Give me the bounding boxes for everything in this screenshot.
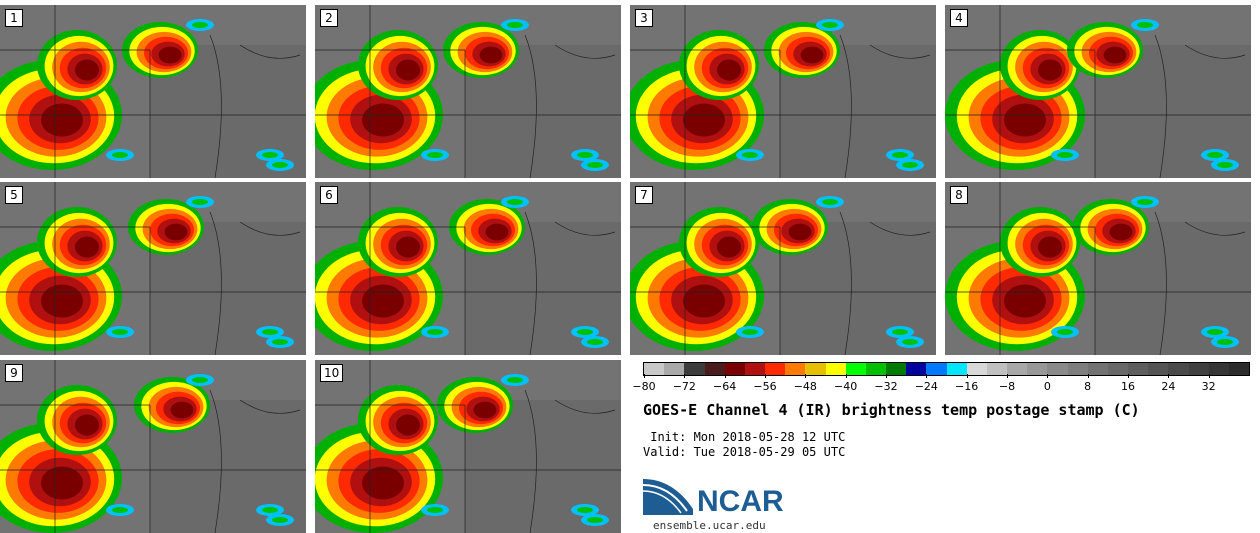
colorbar-tick — [1128, 374, 1129, 378]
colorbar-tick — [724, 374, 726, 378]
satellite-map — [0, 182, 306, 355]
satellite-map — [315, 5, 621, 178]
satellite-map — [0, 5, 306, 178]
postage-stamp-panel-6: 6 — [315, 182, 621, 355]
colorbar-tick-label: 16 — [1121, 380, 1135, 393]
panel-number: 9 — [5, 364, 23, 382]
satellite-map — [630, 5, 936, 178]
satellite-map — [945, 5, 1251, 178]
colorbar-tick — [1208, 374, 1210, 378]
colorbar-tick — [1007, 374, 1008, 378]
colorbar-segment — [1067, 363, 1088, 375]
panel-number: 8 — [950, 186, 968, 204]
colorbar-tick — [886, 374, 887, 378]
ncar-logo-icon — [643, 479, 693, 515]
colorbar-segment — [1168, 363, 1189, 375]
colorbar-tick-label: 0 — [1043, 380, 1051, 393]
panel-number: 1 — [5, 9, 23, 27]
colorbar-segment — [1107, 363, 1129, 375]
postage-stamp-panel-3: 3 — [630, 5, 936, 178]
postage-stamp-panel-7: 7 — [630, 182, 936, 355]
postage-stamp-panel-1: 1 — [0, 5, 306, 178]
colorbar-segment — [906, 363, 927, 375]
colorbar-tick-label: 32 — [1201, 380, 1216, 393]
colorbar-tick — [926, 374, 928, 378]
colorbar-segment — [1228, 363, 1250, 375]
colorbar-segment — [1188, 363, 1209, 375]
colorbar-segment — [825, 363, 846, 375]
init-time: Init: Mon 2018-05-28 12 UTC — [643, 430, 846, 444]
colorbar-segment — [644, 363, 665, 375]
postage-stamp-panel-5: 5 — [0, 182, 306, 355]
panel-number: 6 — [320, 186, 338, 204]
logo-url: ensemble.ucar.edu — [653, 519, 766, 532]
colorbar-segment — [744, 363, 766, 375]
colorbar-tick — [684, 374, 686, 378]
satellite-map — [0, 360, 306, 533]
colorbar-tick-label: −32 — [874, 380, 898, 393]
postage-stamp-panel-2: 2 — [315, 5, 621, 178]
colorbar-segment — [664, 363, 685, 375]
panel-number: 7 — [635, 186, 653, 204]
colorbar-tick-label: −8 — [998, 380, 1016, 393]
colorbar-tick — [1047, 374, 1049, 378]
colorbar-segment — [946, 363, 967, 375]
colorbar-segment — [1208, 363, 1229, 375]
colorbar-tick-label: −80 — [632, 380, 656, 393]
colorbar-tick-label: −16 — [955, 380, 979, 393]
colorbar-tick — [966, 374, 968, 378]
colorbar-segment — [865, 363, 887, 375]
postage-stamp-panel-8: 8 — [945, 182, 1251, 355]
figure-title: GOES-E Channel 4 (IR) brightness temp po… — [643, 401, 1140, 419]
colorbar-segment — [785, 363, 806, 375]
colorbar-segment — [684, 363, 705, 375]
postage-stamp-panel-9: 9 — [0, 360, 306, 533]
colorbar-segment — [845, 363, 866, 375]
colorbar-tick — [644, 374, 645, 378]
panel-number: 3 — [635, 9, 653, 27]
colorbar-segment — [1027, 363, 1048, 375]
colorbar-segment — [1087, 363, 1108, 375]
colorbar-tick-label: −24 — [914, 380, 938, 393]
colorbar-tick — [845, 374, 847, 378]
colorbar-tick — [805, 374, 807, 378]
colorbar-tick-label: 8 — [1084, 380, 1092, 393]
colorbar-segment — [1128, 363, 1149, 375]
postage-stamp-panel-4: 4 — [945, 5, 1251, 178]
colorbar-tick-label: −72 — [672, 380, 696, 393]
colorbar-tick-label: 24 — [1161, 380, 1176, 393]
colorbar-segment — [926, 363, 947, 375]
panel-number: 4 — [950, 9, 968, 27]
postage-stamp-panel-10: 10 — [315, 360, 621, 533]
colorbar-tick-label: −48 — [793, 380, 817, 393]
colorbar-segment — [724, 363, 745, 375]
satellite-map — [315, 182, 621, 355]
colorbar-segment — [704, 363, 725, 375]
logo-text: NCAR — [697, 485, 784, 518]
valid-time: Valid: Tue 2018-05-29 05 UTC — [643, 445, 846, 459]
colorbar-segment — [1047, 363, 1068, 375]
satellite-map — [630, 182, 936, 355]
panel-number: 10 — [320, 364, 344, 382]
colorbar-segment — [1007, 363, 1028, 375]
temperature-colorbar — [643, 362, 1250, 376]
panel-number: 2 — [320, 9, 338, 27]
satellite-map — [315, 360, 621, 533]
colorbar-tick — [1087, 374, 1089, 378]
colorbar-segment — [1148, 363, 1169, 375]
colorbar-tick-label: −64 — [713, 380, 737, 393]
colorbar-segment — [986, 363, 1008, 375]
colorbar-segment — [805, 363, 826, 375]
colorbar-tick-label: −40 — [834, 380, 858, 393]
colorbar-segment — [765, 363, 786, 375]
panel-number: 5 — [5, 186, 23, 204]
satellite-map — [945, 182, 1251, 355]
colorbar-segment — [966, 363, 987, 375]
colorbar-tick-label: −56 — [753, 380, 777, 393]
colorbar-tick — [1168, 374, 1170, 378]
colorbar-tick — [765, 374, 766, 378]
colorbar-segment — [886, 363, 907, 375]
